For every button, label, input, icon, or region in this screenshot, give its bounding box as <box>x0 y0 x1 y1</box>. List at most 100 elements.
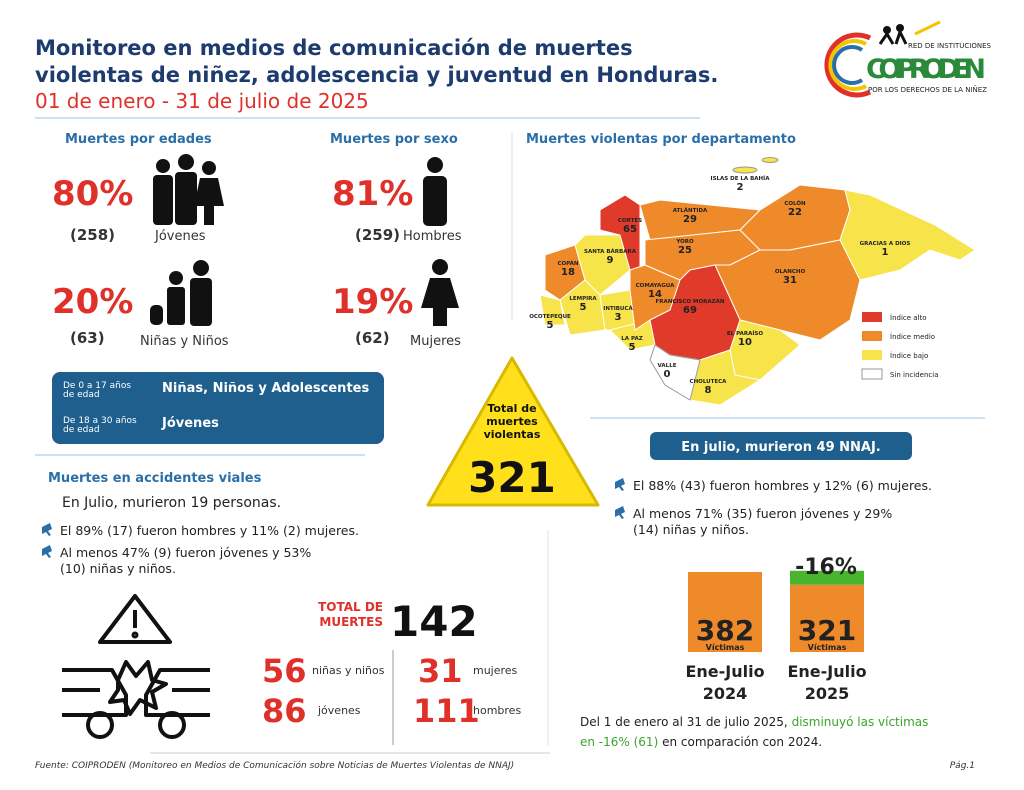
stat-value: 111 <box>413 692 480 730</box>
section-title: Muertes en accidentes viales <box>48 471 262 486</box>
department-name: INTIBUCÁ <box>603 305 633 312</box>
comparison-bars: 382VíctimasEne-Julio2024321VíctimasEne-J… <box>685 570 867 703</box>
total-label: Total de <box>487 402 536 415</box>
age-group-label: Jóvenes <box>161 416 219 431</box>
stat-label: mujeres <box>473 664 518 677</box>
note-text: Del 1 de enero al 31 de julio 2025, <box>580 715 792 729</box>
age-range: De 0 a 17 años <box>63 381 131 391</box>
department-name: ISLAS DE LA BAHÍA <box>711 174 771 182</box>
legend-label: Índice alto <box>890 313 927 322</box>
subtitle: En Julio, murieron 19 personas. <box>62 495 281 511</box>
department-value: 9 <box>607 255 614 266</box>
department-value: 2 <box>737 182 744 193</box>
comparison-note: Del 1 de enero al 31 de julio 2025, dism… <box>580 715 928 729</box>
age-range: de edad <box>63 425 100 435</box>
count: (62) <box>355 329 390 347</box>
icon-crash <box>62 594 210 739</box>
department-value: 5 <box>580 302 587 313</box>
comparison-note: en -16% (61) en comparación con 2024. <box>580 735 822 749</box>
stat-label: jóvenes <box>317 704 361 717</box>
department-name: CORTÉS <box>618 216 642 224</box>
icon-youth <box>153 154 224 225</box>
page-number: Pág.1 <box>950 761 975 771</box>
section-title: Muertes por edades <box>65 132 212 147</box>
department-value: 5 <box>547 320 554 331</box>
percentage: 19% <box>332 282 413 322</box>
department-value: 18 <box>561 267 575 278</box>
department-value: 22 <box>788 207 802 218</box>
department-name: SANTA BÁRBARA <box>584 248 637 255</box>
bar-value: 321 <box>798 614 856 647</box>
total-value: 321 <box>468 453 556 502</box>
department-name: COLÓN <box>784 200 806 207</box>
legend-label: Sin incidencia <box>890 371 939 379</box>
total-label: TOTAL DE <box>318 600 383 614</box>
department-name: LA PAZ <box>621 336 642 342</box>
department-value: 8 <box>705 385 712 396</box>
july-title-box <box>650 432 912 460</box>
department-name: COMAYAGUA <box>636 283 675 289</box>
department-name: EL PARAÍSO <box>727 329 763 337</box>
logo-text: RED DE INSTITUCIONES <box>908 42 992 50</box>
bar-label: 2024 <box>703 684 748 703</box>
department-value: 14 <box>648 289 662 300</box>
percentage: 20% <box>52 282 133 322</box>
bar-label: 2025 <box>805 684 850 703</box>
department-name: OCOTEPEQUE <box>529 314 571 320</box>
bar-value: 382 <box>696 614 754 647</box>
total-label: muertes <box>486 415 538 428</box>
label: Hombres <box>403 229 462 244</box>
percentage: 80% <box>52 174 133 214</box>
age-group-label: Niñas, Niños y Adolescentes <box>162 381 369 396</box>
title: violentas de niñez, adolescencia y juven… <box>35 63 718 87</box>
section-title: Muertes violentas por departamento <box>526 132 796 147</box>
stat-label: niñas y niños <box>312 664 385 677</box>
legend-label: Índice medio <box>890 332 935 341</box>
bullet-icon <box>42 545 52 558</box>
bar-label: Ene-Julio <box>787 662 866 681</box>
bullet-icon <box>615 506 625 519</box>
source: Fuente: COIPRODEN (Monitoreo en Medios d… <box>35 760 514 771</box>
department-value: 29 <box>683 214 697 225</box>
icon-children <box>150 260 212 326</box>
map-legend <box>861 312 883 380</box>
label: Jóvenes <box>154 229 206 244</box>
department-value: 3 <box>615 312 622 323</box>
stat-value: 31 <box>418 652 463 690</box>
bullet-text: Al menos 47% (9) fueron jóvenes y 53% <box>60 545 311 560</box>
total-label: MUERTES <box>319 615 383 629</box>
note-highlight: en -16% (61) <box>580 735 658 749</box>
department-value: 65 <box>623 224 637 235</box>
section-title: Muertes por sexo <box>330 132 458 147</box>
bar-unit: Víctimas <box>706 643 745 652</box>
department-name: CHOLUTECA <box>690 379 728 385</box>
bullet-text: Al menos 71% (35) fueron jóvenes y 29% <box>633 506 892 521</box>
count: (259) <box>355 226 400 244</box>
age-range: de edad <box>63 390 100 400</box>
department-name: COPÁN <box>557 260 578 267</box>
stat-label: hombres <box>473 704 521 717</box>
bar <box>688 572 762 652</box>
bar-unit: Víctimas <box>808 643 847 652</box>
bullet-text: (14) niñas y niños. <box>633 522 749 537</box>
department-name: FRANCISCO MORAZÁN <box>655 298 724 305</box>
bullet-text: (10) niñas y niños. <box>60 561 176 576</box>
icon-man <box>423 157 447 226</box>
department-name: OLANCHO <box>775 269 806 275</box>
label: Mujeres <box>410 334 461 349</box>
age-group-box <box>52 372 384 444</box>
count: (63) <box>70 329 105 347</box>
decrease-segment <box>790 570 864 585</box>
department-value: 0 <box>664 369 671 380</box>
bullet-icon <box>615 478 625 491</box>
total-triangle <box>426 356 600 507</box>
july-title: En julio, murieron 49 NNAJ. <box>681 440 881 455</box>
department-name: VALLE <box>658 363 677 369</box>
department-value: 5 <box>629 342 636 353</box>
title: Monitoreo en medios de comunicación de m… <box>35 36 633 60</box>
percentage: 81% <box>332 174 413 214</box>
department-name: LEMPIRA <box>569 296 597 302</box>
department-value: 31 <box>783 275 797 286</box>
bullet-text: El 88% (43) fueron hombres y 12% (6) muj… <box>633 478 932 493</box>
department-name: YORO <box>675 239 694 245</box>
